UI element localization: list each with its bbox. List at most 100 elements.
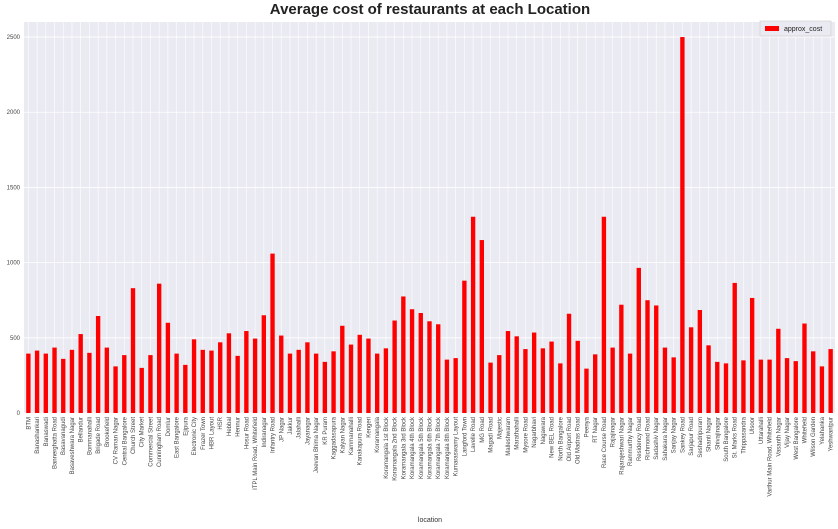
bar bbox=[174, 353, 179, 413]
x-tick-label: Rammurthy Nagar bbox=[628, 417, 634, 466]
bar bbox=[436, 324, 441, 413]
chart-title: Average cost of restaurants at each Loca… bbox=[270, 1, 590, 18]
x-tick-label: Shanti Nagar bbox=[707, 417, 713, 452]
bar bbox=[218, 342, 223, 413]
x-tick-label: Richmond Road bbox=[646, 417, 652, 460]
bar bbox=[113, 366, 118, 413]
bar bbox=[828, 349, 833, 413]
bar bbox=[87, 352, 92, 413]
x-tick-label: Indiranagar bbox=[262, 417, 268, 447]
y-tick-label: 500 bbox=[10, 336, 21, 342]
bar bbox=[758, 359, 764, 413]
x-tick-label: Ulsoor bbox=[750, 417, 756, 434]
x-tick-label: Basaveshwara Nagar bbox=[70, 417, 76, 474]
y-tick-label: 1500 bbox=[7, 185, 21, 191]
bar bbox=[462, 280, 467, 413]
x-tick-label: Kalyan Nagar bbox=[340, 417, 346, 453]
bar bbox=[305, 342, 310, 413]
bar bbox=[43, 353, 48, 413]
bar bbox=[78, 334, 83, 413]
y-axis-ticks: 0 500 1000 1500 2000 2500 bbox=[7, 35, 21, 417]
x-tick-label: Sanjay Nagar bbox=[672, 417, 678, 453]
x-tick-label: Rajarajeshwari Nagar bbox=[619, 417, 625, 475]
bar bbox=[723, 363, 729, 413]
bar bbox=[26, 353, 31, 413]
bar bbox=[191, 339, 197, 413]
bar bbox=[69, 349, 75, 413]
bar bbox=[139, 367, 144, 413]
bar bbox=[104, 347, 110, 413]
bar bbox=[601, 216, 607, 413]
x-tick-label: Hosur Road bbox=[244, 417, 250, 449]
y-tick-label: 2000 bbox=[7, 110, 21, 116]
bar bbox=[575, 340, 580, 413]
x-tick-label: Jalahalli bbox=[297, 417, 303, 439]
x-tick-label: Nagawara bbox=[541, 416, 547, 444]
bar bbox=[531, 332, 537, 413]
y-tick-label: 0 bbox=[17, 411, 21, 417]
x-tick-label: Uttarahalli bbox=[759, 417, 765, 444]
bar bbox=[671, 357, 676, 413]
bar bbox=[279, 335, 284, 413]
bar bbox=[409, 309, 415, 413]
x-tick-label: Kengeri bbox=[366, 417, 372, 438]
bar bbox=[296, 349, 301, 413]
x-tick-label: Koramangala bbox=[375, 416, 381, 452]
bar bbox=[627, 353, 633, 413]
bar bbox=[523, 349, 528, 413]
bar bbox=[793, 361, 798, 413]
bar bbox=[697, 309, 703, 413]
x-tick-label: Koramangala 1st Block bbox=[384, 416, 390, 479]
bar bbox=[383, 348, 389, 413]
x-tick-label: New BEL Road bbox=[550, 417, 556, 458]
x-tick-label: Sahakara Nagar bbox=[663, 417, 669, 461]
x-tick-label: Varthur Main Road, Whitefield bbox=[768, 417, 774, 497]
x-tick-label: Vijay Nagar bbox=[785, 417, 791, 448]
x-tick-label: MG Road bbox=[480, 417, 486, 443]
bar bbox=[566, 313, 572, 413]
bar bbox=[680, 37, 685, 414]
bar bbox=[244, 331, 249, 413]
x-tick-label: Thippasandra bbox=[741, 416, 747, 453]
x-tick-label: Brigade Road bbox=[96, 417, 102, 454]
x-tick-label: Yeshwantpur bbox=[829, 417, 835, 451]
x-tick-label: Central Bangalore bbox=[122, 416, 128, 465]
bar bbox=[706, 345, 711, 413]
x-tick-label: Bannerghatta Road bbox=[53, 417, 59, 469]
bar bbox=[593, 354, 598, 413]
x-tick-label: Koramangala 5th Block bbox=[419, 416, 425, 479]
bar bbox=[401, 296, 406, 413]
bar bbox=[270, 253, 275, 413]
x-tick-label: Koramangala 4th Block bbox=[410, 416, 416, 479]
bar bbox=[688, 327, 694, 413]
x-tick-label: Kammanahalli bbox=[349, 417, 355, 455]
x-tick-label: Majestic bbox=[497, 417, 503, 439]
bar bbox=[261, 315, 266, 413]
bar bbox=[130, 288, 136, 413]
x-tick-label: Residency Road bbox=[637, 417, 643, 461]
bar bbox=[418, 312, 423, 413]
y-tick-label: 2500 bbox=[7, 35, 21, 41]
bar bbox=[392, 320, 397, 413]
y-tick-label: 1000 bbox=[7, 261, 21, 267]
bar bbox=[732, 282, 737, 413]
bar bbox=[558, 363, 563, 413]
bar bbox=[313, 353, 319, 413]
bar bbox=[741, 360, 746, 413]
bar bbox=[549, 341, 554, 413]
x-tick-label: Bommanahalli bbox=[87, 417, 93, 455]
x-tick-label: Sadashiv Nagar bbox=[654, 417, 660, 460]
bar bbox=[470, 216, 476, 413]
x-tick-label: Malleshwaram bbox=[506, 417, 512, 456]
x-tick-label: Sarjapur Road bbox=[689, 417, 695, 456]
legend-box bbox=[759, 20, 832, 37]
bar bbox=[654, 305, 659, 413]
bar bbox=[645, 300, 650, 413]
bar bbox=[374, 353, 380, 413]
x-tick-label: Koramangala 6th Block bbox=[428, 416, 434, 479]
bar bbox=[287, 353, 293, 413]
bar bbox=[715, 361, 720, 413]
legend-label-approx-cost: approx_cost bbox=[784, 26, 822, 33]
bar bbox=[479, 240, 485, 413]
x-tick-label: Peenya bbox=[584, 416, 590, 437]
